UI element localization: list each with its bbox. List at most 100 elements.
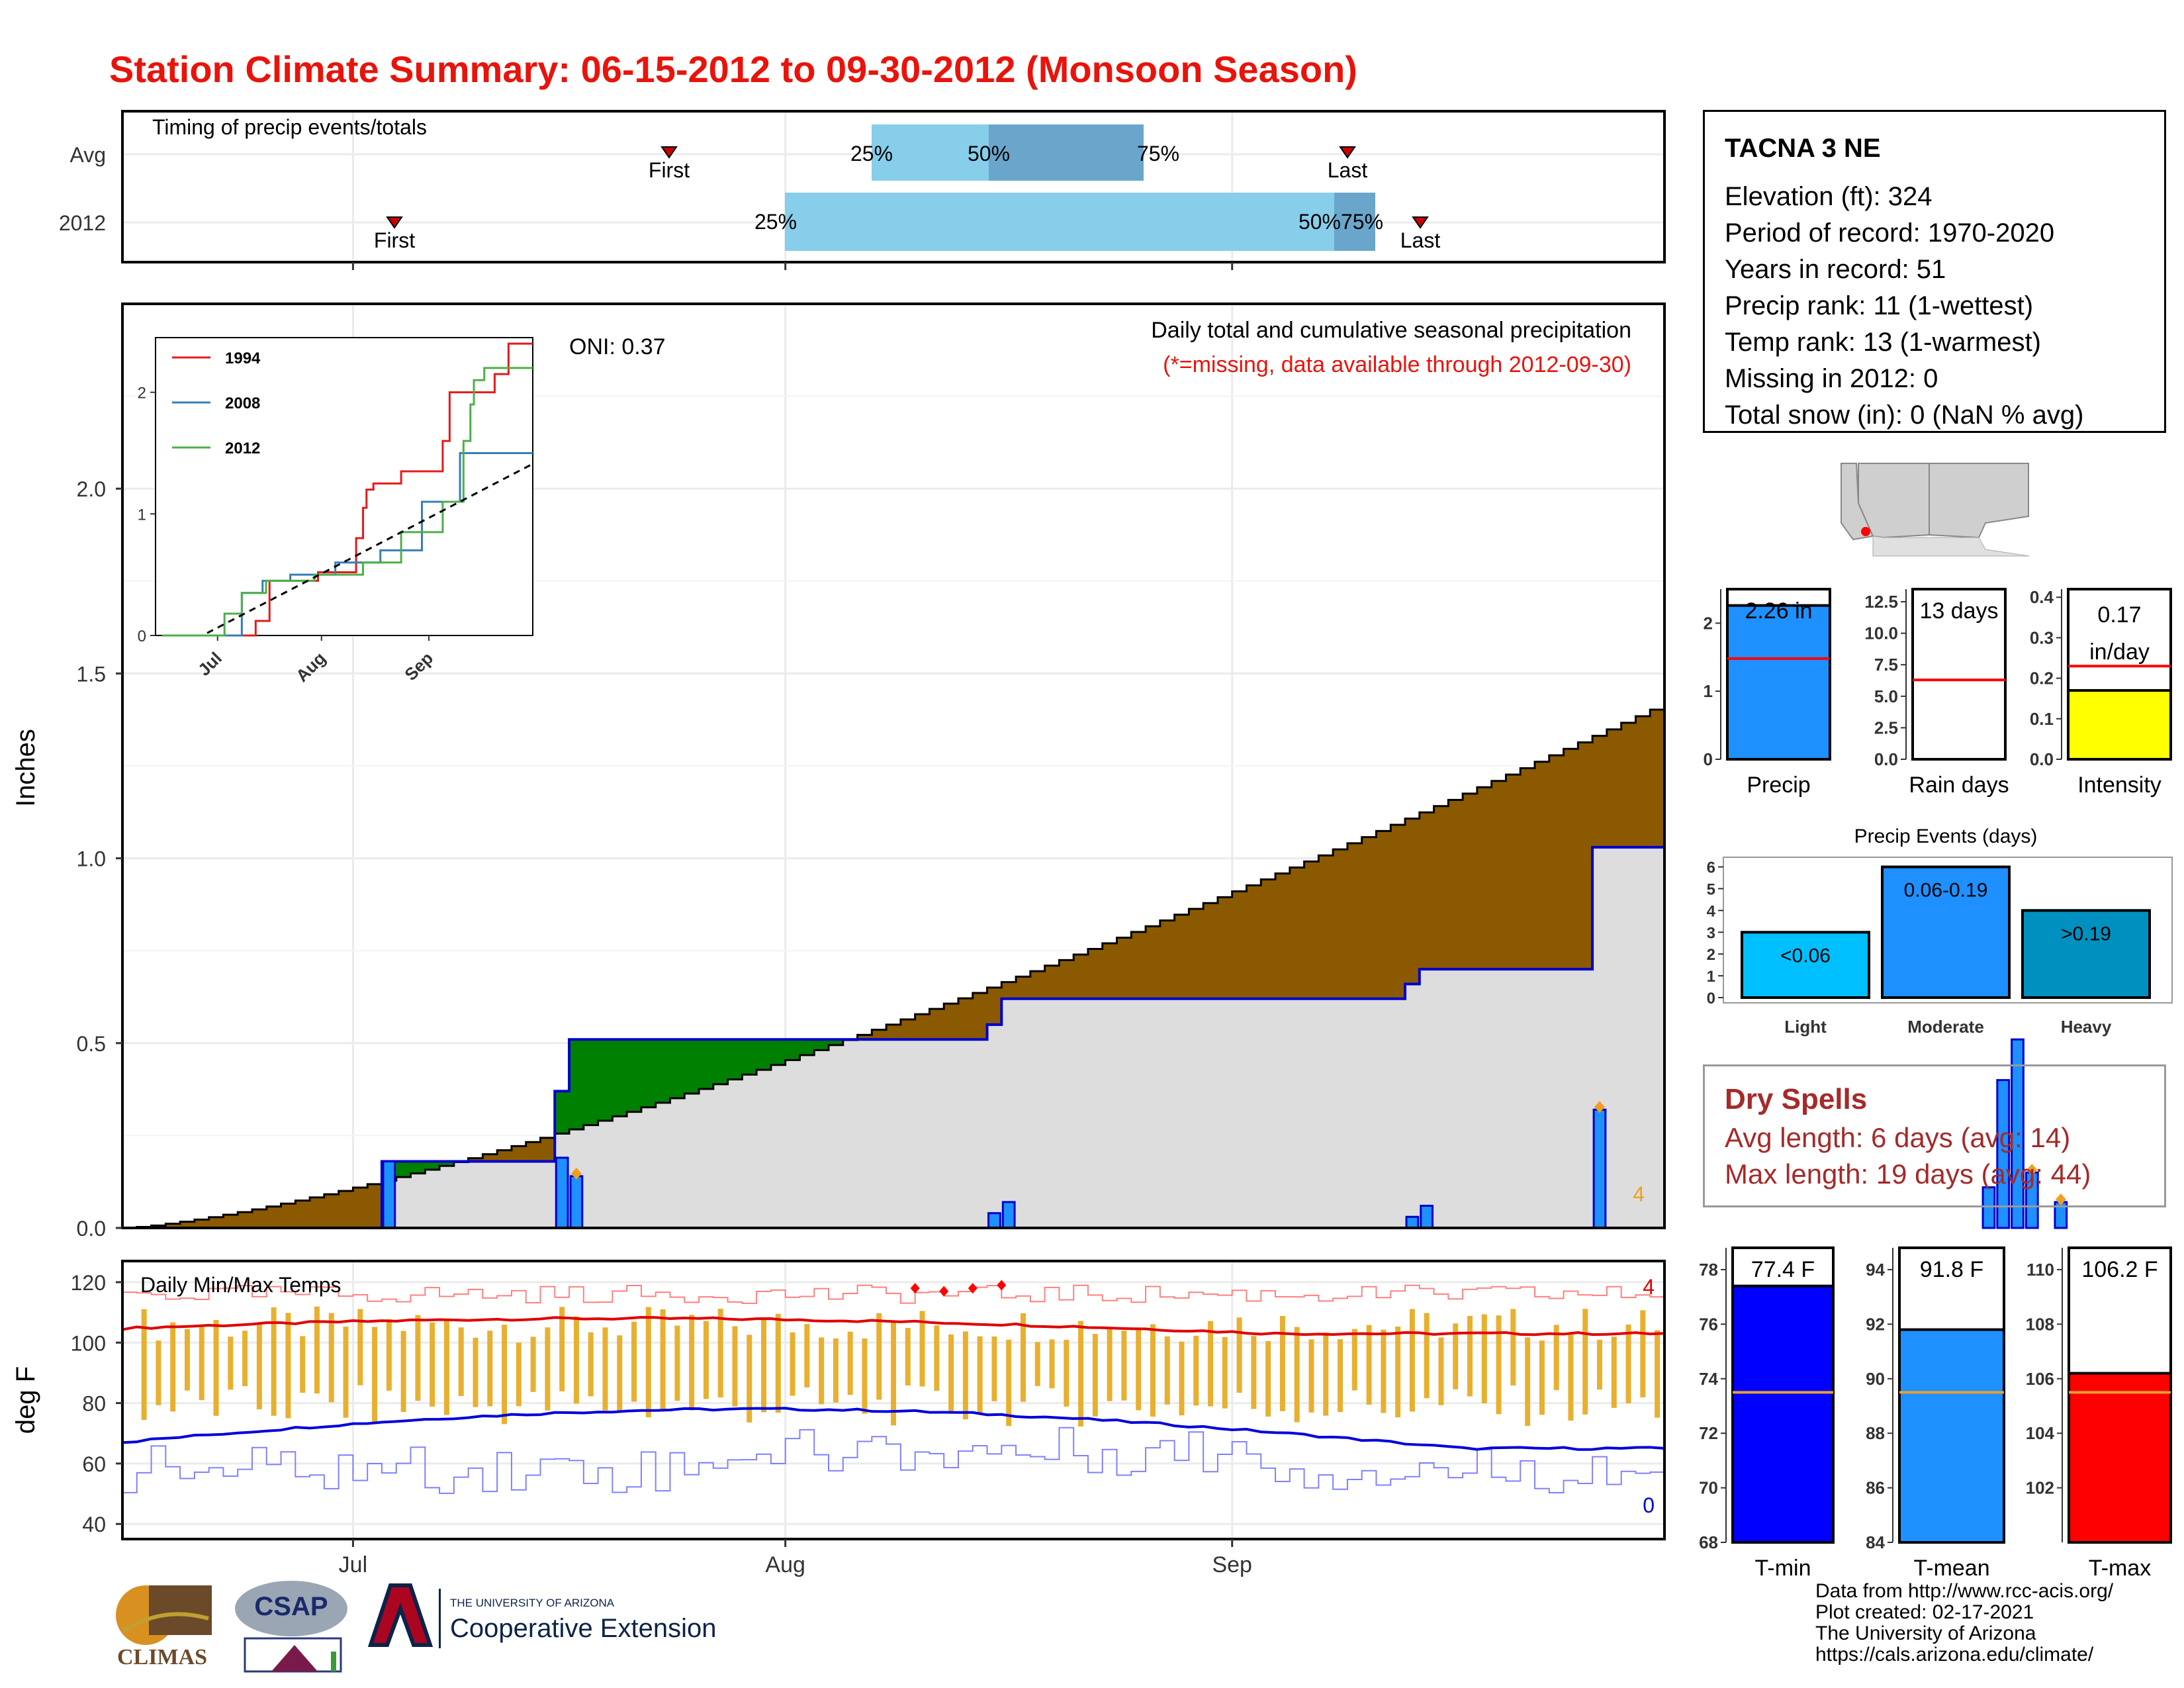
rain-days-tick-label-2: 5.0 — [1874, 686, 1898, 706]
rain-days-tick-label-3: 7.5 — [1874, 655, 1898, 675]
deficit-area-day-7 — [223, 1215, 238, 1228]
temp-ytick-label-1: 60 — [82, 1452, 106, 1476]
station-location-marker — [1861, 527, 1870, 536]
tmean-bar — [1898, 1328, 2005, 1544]
main-ytick-label-0: 0.0 — [77, 1217, 106, 1241]
precip-total-label: Precip — [1747, 773, 1810, 798]
map-arizona — [1858, 463, 1930, 539]
credits-line-3: The University of Arizona — [1815, 1622, 2036, 1644]
station-elevation: Elevation (ft): 324 — [1725, 182, 1933, 211]
timing-row-2012: 2012 — [59, 211, 106, 235]
temp-daily-bar-58 — [962, 1331, 968, 1420]
deficit-area-day-3 — [165, 1223, 181, 1228]
deficit-area-day-24 — [468, 1158, 483, 1162]
temp-daily-bar-20 — [415, 1315, 421, 1401]
temp-daily-bar-87 — [1381, 1329, 1387, 1413]
deficit-area-day-70 — [1131, 931, 1146, 999]
events-title: Precip Events (days) — [1854, 825, 2038, 847]
deficit-area-day-99 — [1549, 755, 1565, 970]
temp-daily-bar-97 — [1525, 1337, 1531, 1427]
temp-daily-bar-74 — [1193, 1335, 1199, 1406]
inset-line-2012 — [162, 367, 533, 637]
tmean-tick-label-2: 88 — [1866, 1423, 1885, 1443]
deficit-area-day-101 — [1578, 742, 1593, 970]
temp-record-marker-0 — [910, 1283, 920, 1294]
temp-daily-bar-2 — [156, 1340, 161, 1405]
surplus-area-day-42 — [727, 1039, 743, 1080]
temp-min-count: 0 — [1643, 1493, 1655, 1517]
deficit-area-day-72 — [1160, 920, 1175, 999]
deficit-area-day-4 — [180, 1221, 195, 1228]
temp-daily-bar-50 — [847, 1331, 853, 1395]
temp-daily-bar-93 — [1467, 1315, 1473, 1397]
temp-daily-bar-48 — [819, 1337, 825, 1405]
temp-record-marker-1 — [939, 1286, 949, 1297]
temp-daily-bar-49 — [833, 1338, 839, 1403]
surplus-area-day-31 — [569, 1039, 584, 1130]
inset-legend-label-2: 2012 — [225, 440, 260, 457]
deficit-area-day-64 — [1044, 965, 1060, 999]
tmax-tick-label-2: 106 — [2026, 1369, 2054, 1389]
precip-total-tick-label-1: 1 — [1704, 681, 1713, 701]
tmax-tick-label-0: 102 — [2026, 1478, 2054, 1498]
deficit-area-day-78 — [1246, 885, 1261, 999]
station-period: Period of record: 1970-2020 — [1725, 218, 2055, 248]
chart-title: Station Climate Summary: 06-15-2012 to 0… — [109, 48, 1357, 90]
deficit-area-day-57 — [944, 1004, 959, 1040]
deficit-area-day-91 — [1433, 806, 1449, 970]
temp-daily-bar-11 — [285, 1313, 291, 1419]
surplus-area-day-38 — [670, 1039, 685, 1098]
below-normal-area — [122, 847, 1664, 1228]
surplus-area-day-44 — [756, 1039, 772, 1070]
temp-daily-bar-8 — [242, 1331, 248, 1386]
daily-precip-bar-9 — [1996, 1079, 2011, 1229]
temp-daily-bar-67 — [1092, 1334, 1098, 1417]
main-corner-count: 4 — [1633, 1182, 1645, 1206]
deficit-area-day-97 — [1520, 768, 1535, 970]
deficit-area-day-25 — [482, 1154, 498, 1162]
deficit-area-day-84 — [1333, 849, 1348, 999]
events-bar-label-2: >0.19 — [2061, 923, 2111, 945]
timing-2012-25: 25% — [754, 210, 797, 234]
surplus-area-day-37 — [655, 1039, 671, 1103]
temp-ytick-label-0: 40 — [82, 1513, 106, 1536]
temp-daily-bar-46 — [790, 1332, 796, 1396]
temp-daily-bar-33 — [602, 1327, 608, 1411]
temp-daily-bar-70 — [1136, 1329, 1142, 1411]
events-category-2: Heavy — [2061, 1017, 2112, 1037]
deficit-area-day-9 — [251, 1209, 267, 1228]
temp-daily-bar-23 — [458, 1327, 464, 1396]
surplus-area-day-19 — [396, 1161, 412, 1178]
surplus-area-day-22 — [439, 1161, 455, 1166]
tmax-tick-label-3: 108 — [2026, 1314, 2054, 1334]
deficit-area-day-90 — [1419, 812, 1435, 970]
temp-daily-bar-92 — [1453, 1323, 1459, 1389]
surplus-area-day-45 — [770, 1039, 786, 1065]
record-high-line — [122, 1284, 1664, 1304]
inset-ytick-label-0: 0 — [138, 628, 146, 645]
deficit-area-day-52 — [872, 1029, 887, 1040]
events-tick-label-4: 4 — [1707, 902, 1716, 920]
temp-ytick-label-4: 120 — [71, 1271, 106, 1295]
tmin-bar — [1731, 1284, 1835, 1544]
temp-daily-bar-21 — [430, 1322, 435, 1407]
timing-avg-last-marker — [1339, 146, 1356, 159]
temp-daily-bar-86 — [1366, 1325, 1372, 1405]
deficit-area-day-55 — [915, 1014, 931, 1040]
deficit-area-day-106 — [1650, 710, 1665, 847]
temp-daily-bar-63 — [1034, 1342, 1040, 1386]
events-tick-label-5: 5 — [1707, 880, 1715, 898]
events-category-0: Light — [1784, 1017, 1827, 1037]
temp-daily-bar-105 — [1640, 1310, 1646, 1397]
tmin-tick-label-5: 78 — [1699, 1260, 1718, 1280]
precip-total-bar — [1726, 604, 1831, 761]
temp-daily-bar-5 — [199, 1326, 205, 1401]
precip-total-value: 2.26 in — [1745, 598, 1812, 624]
tmax-tick-label-4: 110 — [2026, 1260, 2054, 1280]
temp-daily-bar-51 — [862, 1338, 868, 1414]
xtick-label-0: Jul — [339, 1552, 367, 1577]
record-marker-1 — [1594, 1101, 1606, 1113]
avg-max-line — [122, 1315, 1665, 1336]
deficit-area-day-28 — [525, 1142, 541, 1162]
dry-spells-avg: Avg length: 6 days (avg: 14) — [1725, 1122, 2071, 1153]
